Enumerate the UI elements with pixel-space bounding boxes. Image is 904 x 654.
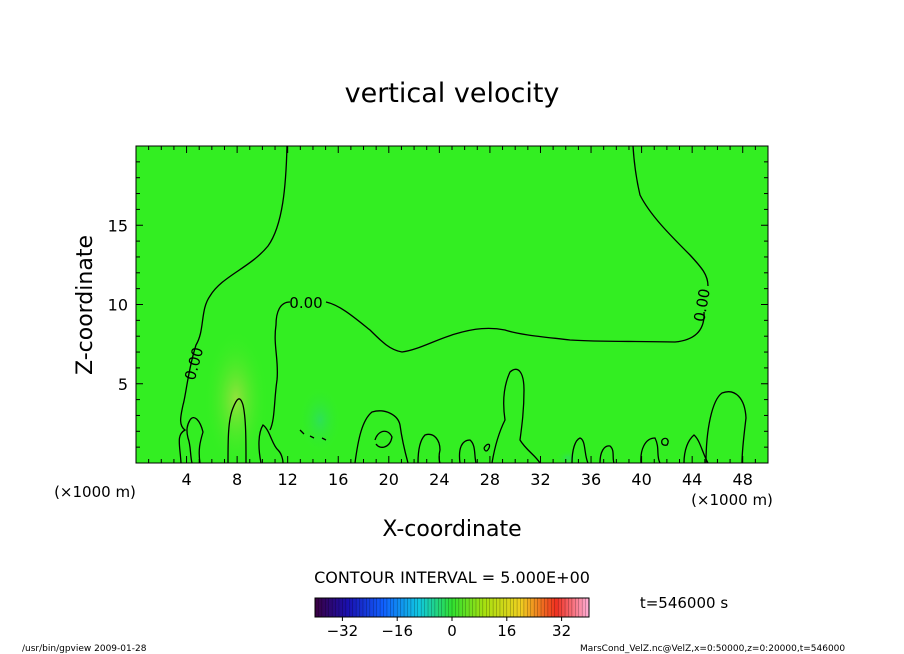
colorbar-tick-label: 16 (497, 622, 516, 640)
contour-line-zero (227, 398, 247, 463)
y-axis: 5 10 15 (108, 161, 768, 448)
colorbar-tick-label: 32 (552, 622, 571, 640)
contour-line-zero (571, 437, 589, 463)
x-tick-label: 32 (530, 470, 550, 489)
x-axis-unit: (×1000 m) (691, 491, 773, 509)
y-tick-label: 10 (108, 296, 128, 315)
contour-line-zero (640, 437, 661, 463)
contour-line-zero (186, 417, 204, 463)
contour-line-zero (258, 424, 284, 463)
x-axis: 4 8 12 16 20 24 28 32 36 40 44 48 (148, 146, 756, 489)
weak-downdraft-patch (298, 385, 342, 455)
heatmap-features: 0.00 0.00 0.00 (178, 146, 747, 463)
x-tick-label: 16 (328, 470, 348, 489)
contour-line-zero (661, 437, 669, 446)
colorbar-tick-label: −32 (327, 622, 359, 640)
contour-line-zero (178, 146, 288, 463)
x-tick-label: 28 (480, 470, 500, 489)
x-tick-label: 40 (631, 470, 651, 489)
time-label: t=546000 s (640, 594, 728, 612)
contour-interval-label: CONTOUR INTERVAL = 5.000E+00 (314, 568, 590, 587)
contour-line-zero (354, 410, 409, 463)
contour-line-zero (483, 443, 491, 452)
contour-label: 0.00 (289, 294, 322, 312)
footer-right: MarsCond_VelZ.nc@VelZ,x=0:50000,z=0:2000… (580, 644, 845, 654)
contour-line-zero (374, 430, 393, 448)
y-tick-label: 15 (108, 216, 128, 235)
y-axis-label: Z-coordinate (73, 235, 98, 375)
x-tick-label: 44 (682, 470, 702, 489)
x-tick-label: 24 (429, 470, 449, 489)
contour-label: 0.00 (690, 287, 714, 323)
contour-line-zero (705, 391, 747, 463)
y-axis-unit: (×1000 m) (54, 483, 136, 501)
contour-line-zero (458, 439, 477, 463)
contour-line-zero (491, 368, 541, 463)
colorbar-tick-label: 0 (447, 622, 457, 640)
updraft-plume (204, 330, 268, 463)
chart-title: vertical velocity (345, 78, 560, 109)
contour-line-zero (269, 146, 709, 431)
x-tick-label: 20 (379, 470, 399, 489)
colorbar-tick-label: −16 (381, 622, 413, 640)
colorbar-ticks: −32 −16 0 16 32 (327, 617, 571, 640)
x-tick-label: 12 (278, 470, 298, 489)
y-tick-label: 5 (118, 375, 128, 394)
contour-line-zero (599, 445, 615, 463)
weak-downdraft-patch (556, 450, 580, 463)
contour-line-zero (683, 434, 709, 463)
colorbar-stripes (318, 598, 586, 617)
x-tick-label: 48 (733, 470, 753, 489)
x-tick-label: 8 (232, 470, 242, 489)
footer-left: /usr/bin/gpview 2009-01-28 (22, 644, 147, 654)
x-tick-label: 4 (181, 470, 191, 489)
contour-line-zero (299, 429, 327, 441)
x-axis-label: X-coordinate (382, 517, 521, 542)
x-tick-label: 36 (581, 470, 601, 489)
